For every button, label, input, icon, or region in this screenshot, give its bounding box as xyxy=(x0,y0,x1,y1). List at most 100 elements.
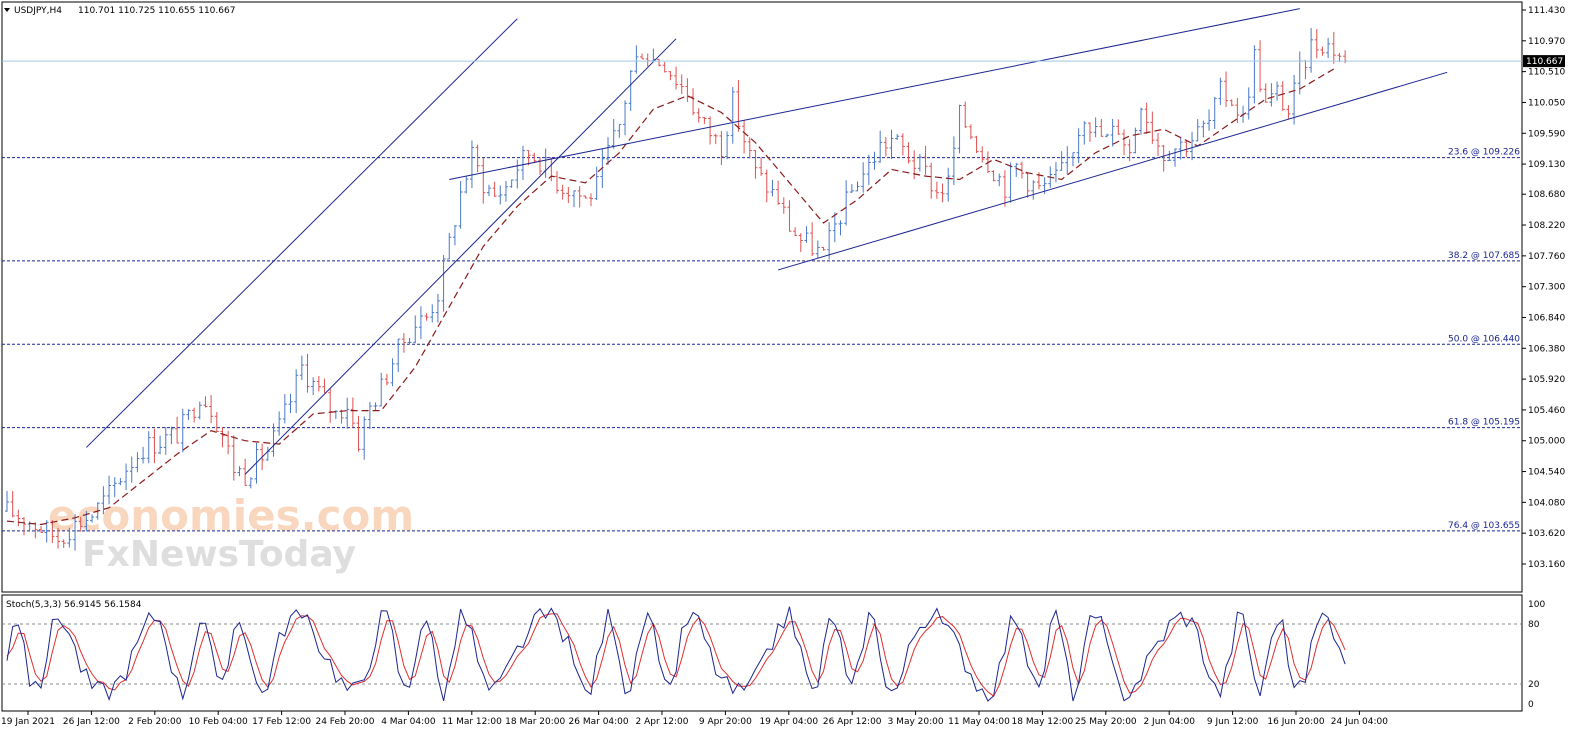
ohlc-bar[interactable] xyxy=(742,120,747,154)
ohlc-bar[interactable] xyxy=(1099,118,1104,137)
ohlc-bar[interactable] xyxy=(940,183,945,203)
ohlc-bar[interactable] xyxy=(623,100,628,136)
ohlc-bar[interactable] xyxy=(288,393,293,414)
ohlc-bar[interactable] xyxy=(146,431,151,464)
ohlc-bar[interactable] xyxy=(424,313,429,321)
ohlc-bar[interactable] xyxy=(73,514,78,551)
ohlc-bar[interactable] xyxy=(878,130,883,163)
ohlc-bar[interactable] xyxy=(1167,150,1172,162)
ohlc-bar[interactable] xyxy=(929,162,934,199)
ohlc-bar[interactable] xyxy=(764,169,769,203)
ohlc-bar[interactable] xyxy=(1201,120,1206,138)
ohlc-bar[interactable] xyxy=(889,129,894,159)
ohlc-bar[interactable] xyxy=(1002,170,1007,207)
ohlc-bar[interactable] xyxy=(158,435,163,455)
ohlc-bar[interactable] xyxy=(923,145,928,175)
ohlc-bar[interactable] xyxy=(566,186,571,204)
ohlc-bar[interactable] xyxy=(515,159,520,189)
ohlc-bar[interactable] xyxy=(832,212,837,243)
ohlc-bar[interactable] xyxy=(1280,81,1285,111)
ohlc-bar[interactable] xyxy=(299,355,304,380)
ohlc-bar[interactable] xyxy=(248,477,253,489)
ohlc-bar[interactable] xyxy=(849,184,854,193)
ohlc-bar[interactable] xyxy=(1263,83,1268,103)
ohlc-bar[interactable] xyxy=(350,397,355,428)
ohlc-bar[interactable] xyxy=(1224,71,1229,107)
ohlc-bar[interactable] xyxy=(203,396,208,408)
ohlc-bar[interactable] xyxy=(1229,99,1234,107)
ohlc-bar[interactable] xyxy=(798,233,803,252)
ohlc-bar[interactable] xyxy=(413,315,418,344)
ohlc-bar[interactable] xyxy=(554,171,559,194)
ohlc-bar[interactable] xyxy=(186,409,191,420)
moving-average-line[interactable] xyxy=(6,68,1335,526)
ohlc-bar[interactable] xyxy=(532,152,537,164)
ohlc-bar[interactable] xyxy=(61,539,66,548)
ohlc-bar[interactable] xyxy=(895,134,900,141)
ohlc-bar[interactable] xyxy=(883,136,888,157)
ohlc-bar[interactable] xyxy=(776,180,781,205)
ohlc-bar[interactable] xyxy=(872,151,877,170)
ohlc-bar[interactable] xyxy=(390,358,395,387)
ohlc-bar[interactable] xyxy=(1212,96,1217,129)
ohlc-bar[interactable] xyxy=(526,150,531,166)
ohlc-bar[interactable] xyxy=(90,514,95,523)
ohlc-bar[interactable] xyxy=(175,416,180,444)
ohlc-bar[interactable] xyxy=(78,516,83,532)
ohlc-bar[interactable] xyxy=(271,423,276,457)
ohlc-bar[interactable] xyxy=(435,293,440,323)
ohlc-bar[interactable] xyxy=(1139,107,1143,135)
ohlc-bar[interactable] xyxy=(900,133,905,156)
ohlc-bar[interactable] xyxy=(379,372,384,407)
ohlc-bar[interactable] xyxy=(1082,121,1087,145)
ohlc-bar[interactable] xyxy=(401,333,406,353)
ohlc-bar[interactable] xyxy=(469,140,474,189)
ohlc-bar[interactable] xyxy=(163,427,168,455)
stoch-main-line[interactable] xyxy=(6,606,1346,702)
ohlc-bar[interactable] xyxy=(396,338,401,373)
ohlc-bar[interactable] xyxy=(1331,31,1336,64)
ohlc-bar[interactable] xyxy=(1275,81,1280,101)
ohlc-bar[interactable] xyxy=(974,135,979,154)
ohlc-bar[interactable] xyxy=(1104,133,1109,138)
ohlc-bar[interactable] xyxy=(1309,28,1314,73)
ohlc-bar[interactable] xyxy=(503,180,508,202)
ohlc-bar[interactable] xyxy=(316,375,321,392)
ohlc-bar[interactable] xyxy=(373,402,378,411)
ohlc-bar[interactable] xyxy=(418,306,423,340)
ohlc-bar[interactable] xyxy=(135,452,140,473)
trendline[interactable] xyxy=(244,38,677,475)
ohlc-bar[interactable] xyxy=(1014,162,1019,178)
ohlc-bar[interactable] xyxy=(1031,180,1036,200)
ohlc-bar[interactable] xyxy=(787,200,792,232)
ohlc-bar[interactable] xyxy=(838,220,843,236)
ohlc-bar[interactable] xyxy=(475,144,480,173)
ohlc-bar[interactable] xyxy=(674,66,679,90)
ohlc-bar[interactable] xyxy=(1190,131,1195,161)
ohlc-bar[interactable] xyxy=(1110,118,1115,147)
ohlc-bar[interactable] xyxy=(492,181,497,197)
ohlc-bar[interactable] xyxy=(827,222,832,260)
ohlc-bar[interactable] xyxy=(22,517,27,536)
ohlc-bar[interactable] xyxy=(356,415,361,452)
ohlc-bar[interactable] xyxy=(866,154,871,185)
ohlc-bar[interactable] xyxy=(679,74,684,94)
ohlc-bar[interactable] xyxy=(628,70,633,111)
ohlc-bar[interactable] xyxy=(1320,46,1325,56)
ohlc-bar[interactable] xyxy=(560,184,565,200)
ohlc-bar[interactable] xyxy=(1195,119,1200,142)
ohlc-bar[interactable] xyxy=(243,458,248,486)
ohlc-bar[interactable] xyxy=(594,166,599,201)
ohlc-bar[interactable] xyxy=(294,369,299,414)
ohlc-bar[interactable] xyxy=(793,227,798,236)
ohlc-bar[interactable] xyxy=(1326,37,1331,59)
trendline[interactable] xyxy=(777,71,1448,271)
ohlc-bar[interactable] xyxy=(362,416,367,460)
ohlc-bar[interactable] xyxy=(16,509,21,527)
ohlc-bar[interactable] xyxy=(430,304,435,323)
ohlc-bar[interactable] xyxy=(367,401,372,429)
ohlc-bar[interactable] xyxy=(957,104,962,154)
ohlc-bar[interactable] xyxy=(220,427,225,448)
ohlc-bar[interactable] xyxy=(124,463,129,491)
ohlc-bar[interactable] xyxy=(498,185,503,205)
